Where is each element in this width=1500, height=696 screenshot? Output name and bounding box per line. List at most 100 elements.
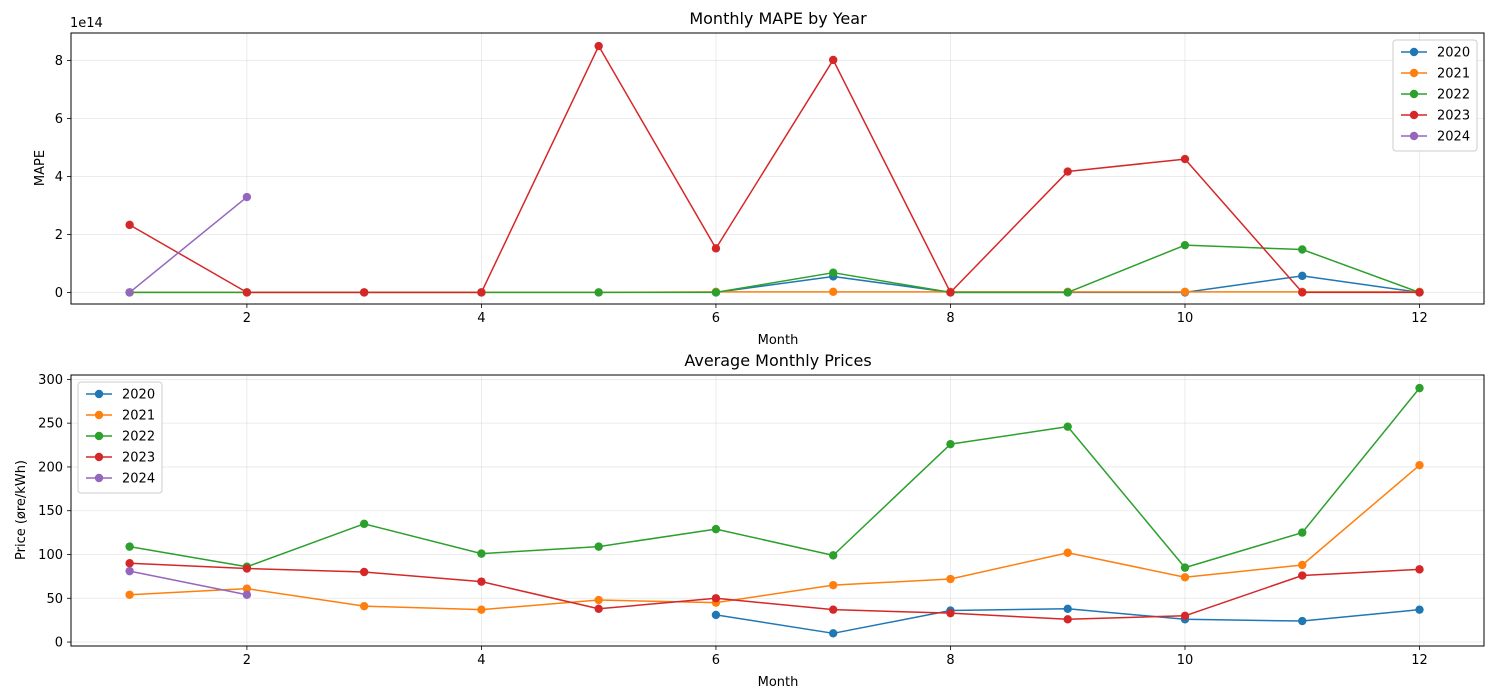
prices-chart: Average Monthly Prices Month Price (øre/… (14, 351, 1485, 690)
x-axis-label: Month (758, 675, 799, 690)
series-2024 (125, 566, 252, 599)
x-tick-label: 6 (712, 653, 720, 668)
x-tick-label: 10 (1177, 653, 1194, 668)
y-tick-label: 100 (38, 548, 63, 563)
legend-swatch-marker (94, 389, 104, 399)
data-point (711, 610, 721, 620)
data-point (359, 519, 369, 529)
data-point (125, 542, 134, 551)
legend-entry-2020: 2020 (1401, 46, 1470, 61)
data-point (1298, 571, 1307, 580)
legend-entry-2023: 2023 (1401, 109, 1470, 124)
series-2024 (125, 192, 252, 297)
x-tick-label: 6 (712, 311, 720, 326)
data-point (1415, 288, 1424, 297)
legend-entry-2023: 2023 (86, 451, 155, 466)
data-point (711, 524, 721, 534)
data-point (1415, 383, 1424, 393)
data-point (125, 590, 134, 599)
data-point (828, 287, 838, 297)
data-point (1063, 615, 1072, 624)
legend-label: 2023 (1437, 109, 1470, 124)
x-tick-label: 12 (1411, 311, 1428, 326)
y-tick-label: 8 (55, 54, 63, 69)
y-tick-label: 250 (38, 417, 63, 432)
data-point (359, 601, 369, 611)
data-point (1063, 604, 1072, 613)
legend: 2020 2021 2022 2023 2024 (1392, 39, 1478, 152)
data-point (1063, 167, 1072, 176)
series-lines (125, 41, 1424, 297)
series-line (129, 570, 248, 596)
data-point (594, 604, 603, 613)
legend-entry-2024: 2024 (86, 472, 155, 487)
data-point (1298, 560, 1307, 570)
y-tick-label: 0 (55, 286, 63, 301)
data-point (711, 594, 721, 603)
data-point (1298, 616, 1307, 626)
legend-label: 2020 (1437, 46, 1470, 61)
legend-label: 2020 (122, 388, 155, 403)
data-point (594, 288, 603, 297)
x-tick-label: 4 (477, 653, 485, 668)
legend-entry-2024: 2024 (1401, 130, 1470, 145)
data-point (1298, 528, 1307, 537)
axes-frame (70, 32, 1485, 305)
legend-entry-2020: 2020 (86, 388, 155, 403)
series-2023 (125, 41, 1424, 297)
data-point (828, 551, 838, 560)
legend-swatch-marker (1409, 89, 1419, 99)
data-point (594, 595, 603, 605)
x-tick-label: 2 (243, 653, 251, 668)
data-point (946, 608, 955, 618)
legend-swatch-marker (1409, 47, 1419, 57)
x-tick-label: 12 (1411, 653, 1428, 668)
legend-label: 2021 (1437, 67, 1470, 82)
data-point (242, 288, 252, 297)
data-point (477, 549, 486, 558)
data-point (477, 288, 486, 297)
x-tick-label: 2 (243, 311, 251, 326)
legend-entry-2021: 2021 (86, 409, 155, 424)
data-point (1298, 271, 1307, 281)
legend-swatch-marker (94, 473, 104, 483)
legend-label: 2021 (122, 409, 155, 424)
data-point (1180, 573, 1190, 582)
y-tick-label: 2 (55, 228, 63, 243)
legend-box (1392, 39, 1478, 152)
data-point (946, 439, 955, 449)
legend-swatch-marker (94, 431, 104, 441)
legend-entry-2022: 2022 (1401, 88, 1470, 103)
data-point (711, 244, 721, 253)
data-point (946, 288, 955, 297)
legend-label: 2023 (122, 451, 155, 466)
data-point (242, 590, 252, 599)
chart-title: Monthly MAPE by Year (689, 9, 867, 28)
data-point (125, 559, 134, 568)
legend-label: 2024 (1437, 130, 1470, 145)
series-line (129, 45, 1420, 294)
y-tick-label: 300 (38, 373, 63, 388)
data-point (1180, 287, 1190, 297)
y-tick-label: 6 (55, 112, 63, 127)
x-tick-label: 10 (1177, 311, 1194, 326)
x-tick-label: 8 (946, 653, 954, 668)
grid (71, 375, 1484, 646)
ticks: 2 4 6 8 10 12 0 2 4 6 8 (55, 54, 1428, 326)
data-point (828, 605, 838, 614)
x-tick-label: 4 (477, 311, 485, 326)
series-2022 (125, 383, 1424, 572)
ticks: 2 4 6 8 10 12 0 50 100 150 200 250 300 (38, 373, 1428, 668)
series-line (129, 387, 1421, 569)
legend-label: 2024 (122, 472, 155, 487)
series-2021 (125, 460, 1424, 614)
legend-label: 2022 (122, 430, 155, 445)
data-point (1180, 240, 1190, 250)
data-point (1415, 460, 1424, 470)
data-point (359, 567, 369, 577)
legend-swatch-marker (1409, 110, 1419, 120)
series-line (129, 562, 1420, 621)
legend-swatch-marker (94, 452, 104, 462)
legend-entry-2021: 2021 (1401, 67, 1470, 82)
